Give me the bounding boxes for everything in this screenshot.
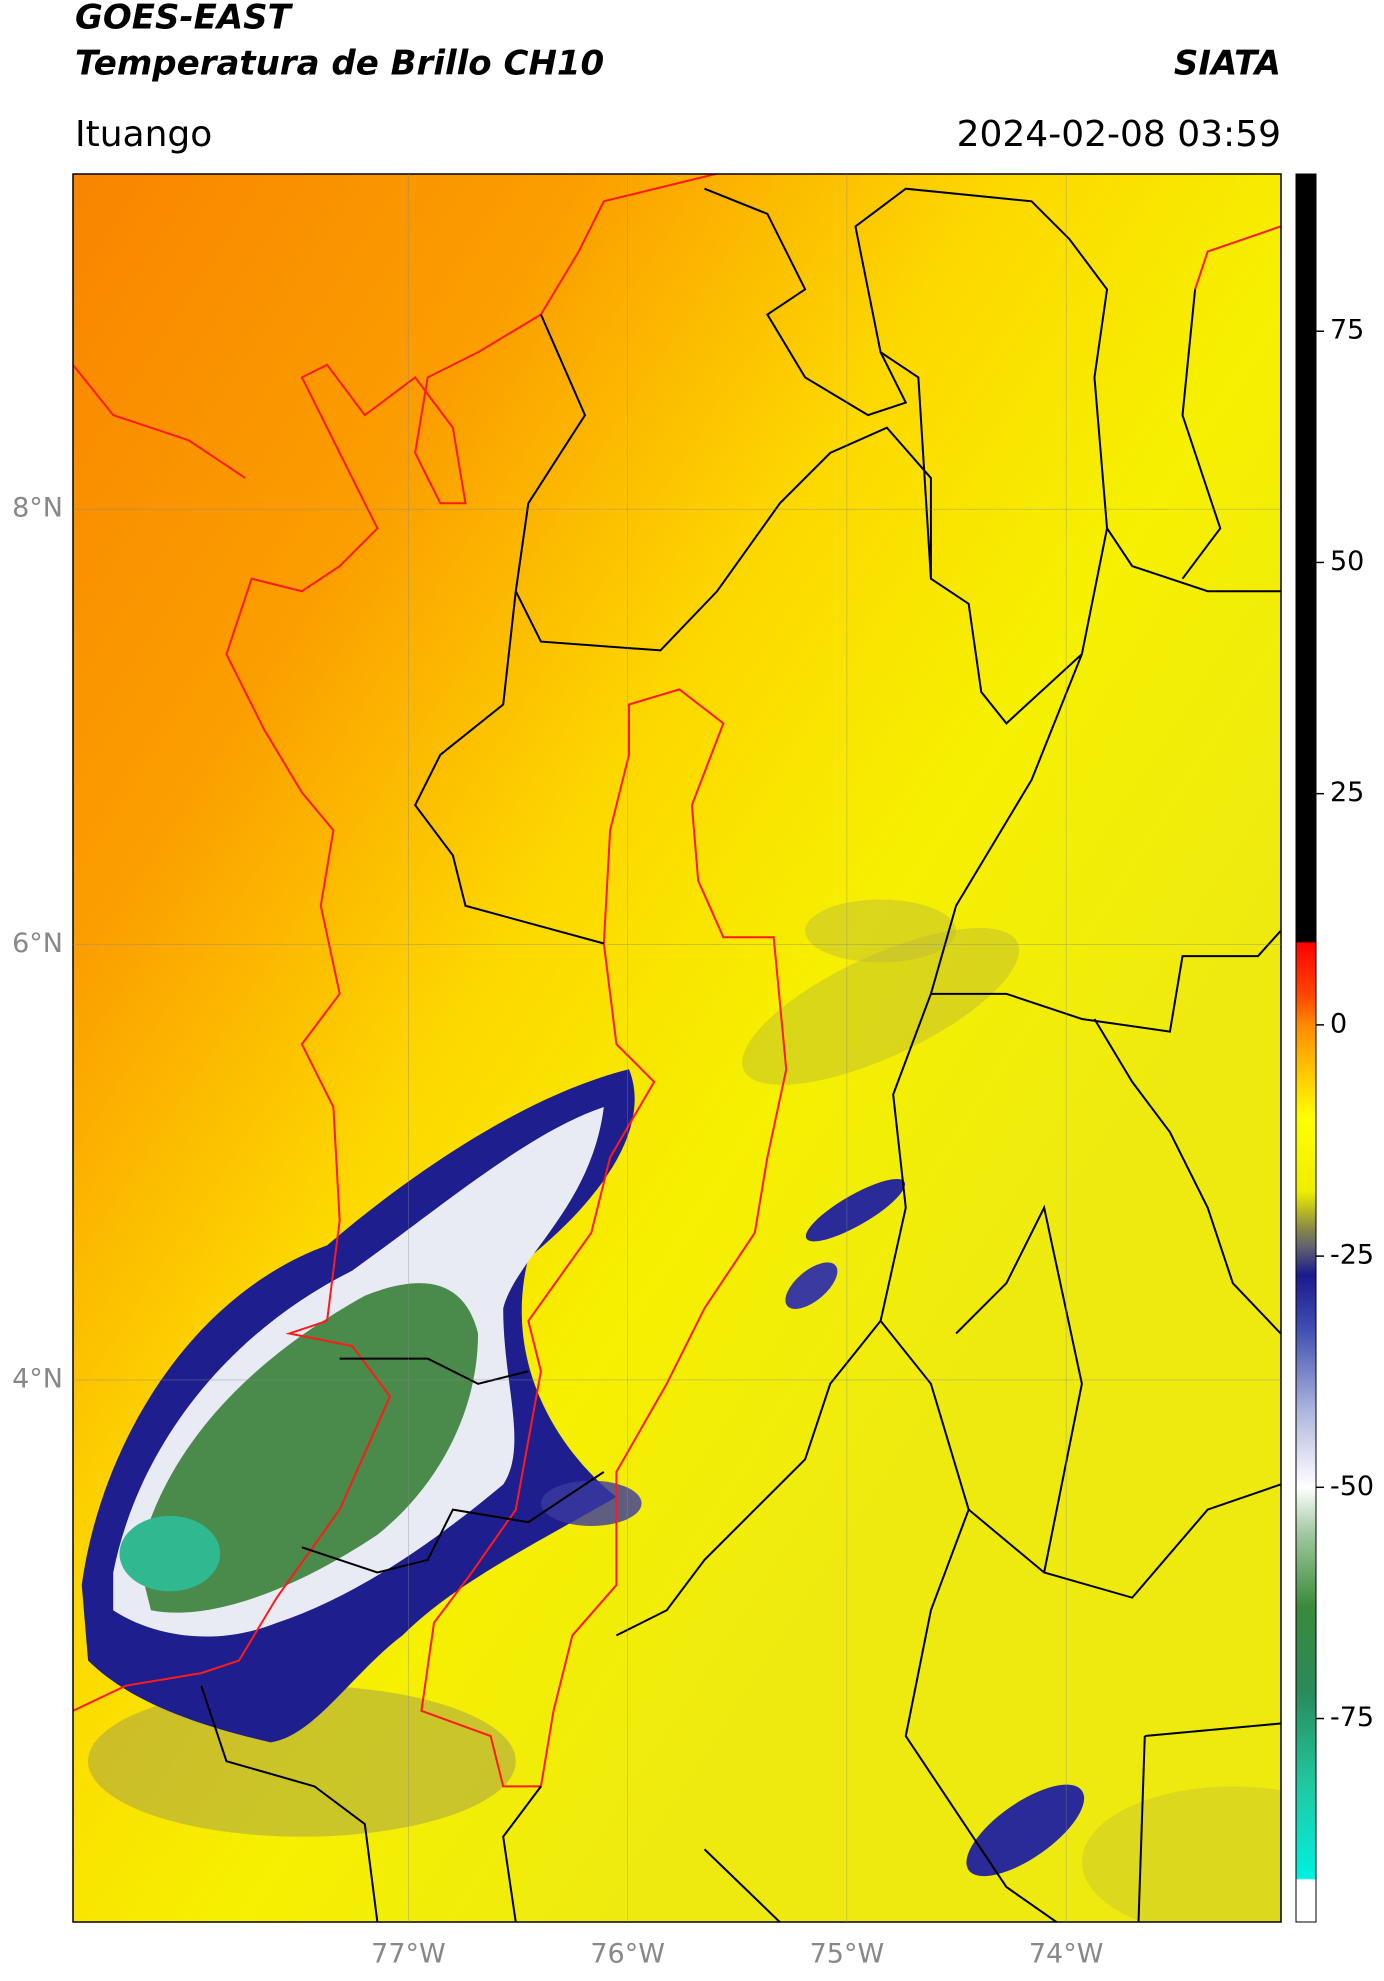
source: SIATA bbox=[1174, 44, 1281, 84]
y-tick-label: 6°N bbox=[12, 928, 63, 959]
cloud-coldest bbox=[138, 1283, 479, 1613]
cloud-core bbox=[119, 1515, 221, 1592]
cloud-patch bbox=[742, 927, 1020, 1085]
colorbar-tick-label: 50 bbox=[1330, 546, 1364, 577]
coastline bbox=[73, 174, 1281, 1712]
map-frame bbox=[72, 173, 1282, 1923]
cloud-cell bbox=[785, 1262, 838, 1309]
admin-borders bbox=[200, 187, 1281, 1922]
x-tick-label: 77°W bbox=[371, 1939, 446, 1970]
cloud-patch bbox=[805, 899, 957, 963]
boundaries bbox=[73, 174, 1281, 1922]
cloud-cell bbox=[966, 1784, 1085, 1877]
colorbar-tick-label: 25 bbox=[1330, 777, 1364, 808]
colorbar-tick-label: 0 bbox=[1330, 1008, 1347, 1039]
y-tick-label: 4°N bbox=[12, 1363, 63, 1394]
x-tick-label: 76°W bbox=[590, 1939, 665, 1970]
colorbar-tick-label: -25 bbox=[1330, 1240, 1374, 1271]
x-tick-label: 74°W bbox=[1029, 1939, 1104, 1970]
timestamp: 2024-02-08 03:59 bbox=[957, 114, 1281, 155]
colorbar bbox=[1295, 173, 1317, 1923]
cloud-patch bbox=[1081, 1786, 1281, 1922]
map bbox=[73, 174, 1281, 1922]
title: GOES-EAST bbox=[75, 0, 294, 38]
cloud-cell bbox=[805, 1179, 906, 1242]
colorbar-tick-label: -75 bbox=[1330, 1702, 1374, 1733]
colorbar-tick-label: 75 bbox=[1330, 315, 1364, 346]
imagery bbox=[81, 899, 1281, 1922]
x-tick-label: 75°W bbox=[810, 1939, 885, 1970]
colorbar-tick-label: -50 bbox=[1330, 1471, 1374, 1502]
y-tick-label: 8°N bbox=[12, 493, 63, 524]
location: Ituango bbox=[75, 114, 212, 155]
cloud-patch bbox=[88, 1685, 516, 1837]
subtitle: Temperatura de Brillo CH10 bbox=[75, 44, 604, 84]
